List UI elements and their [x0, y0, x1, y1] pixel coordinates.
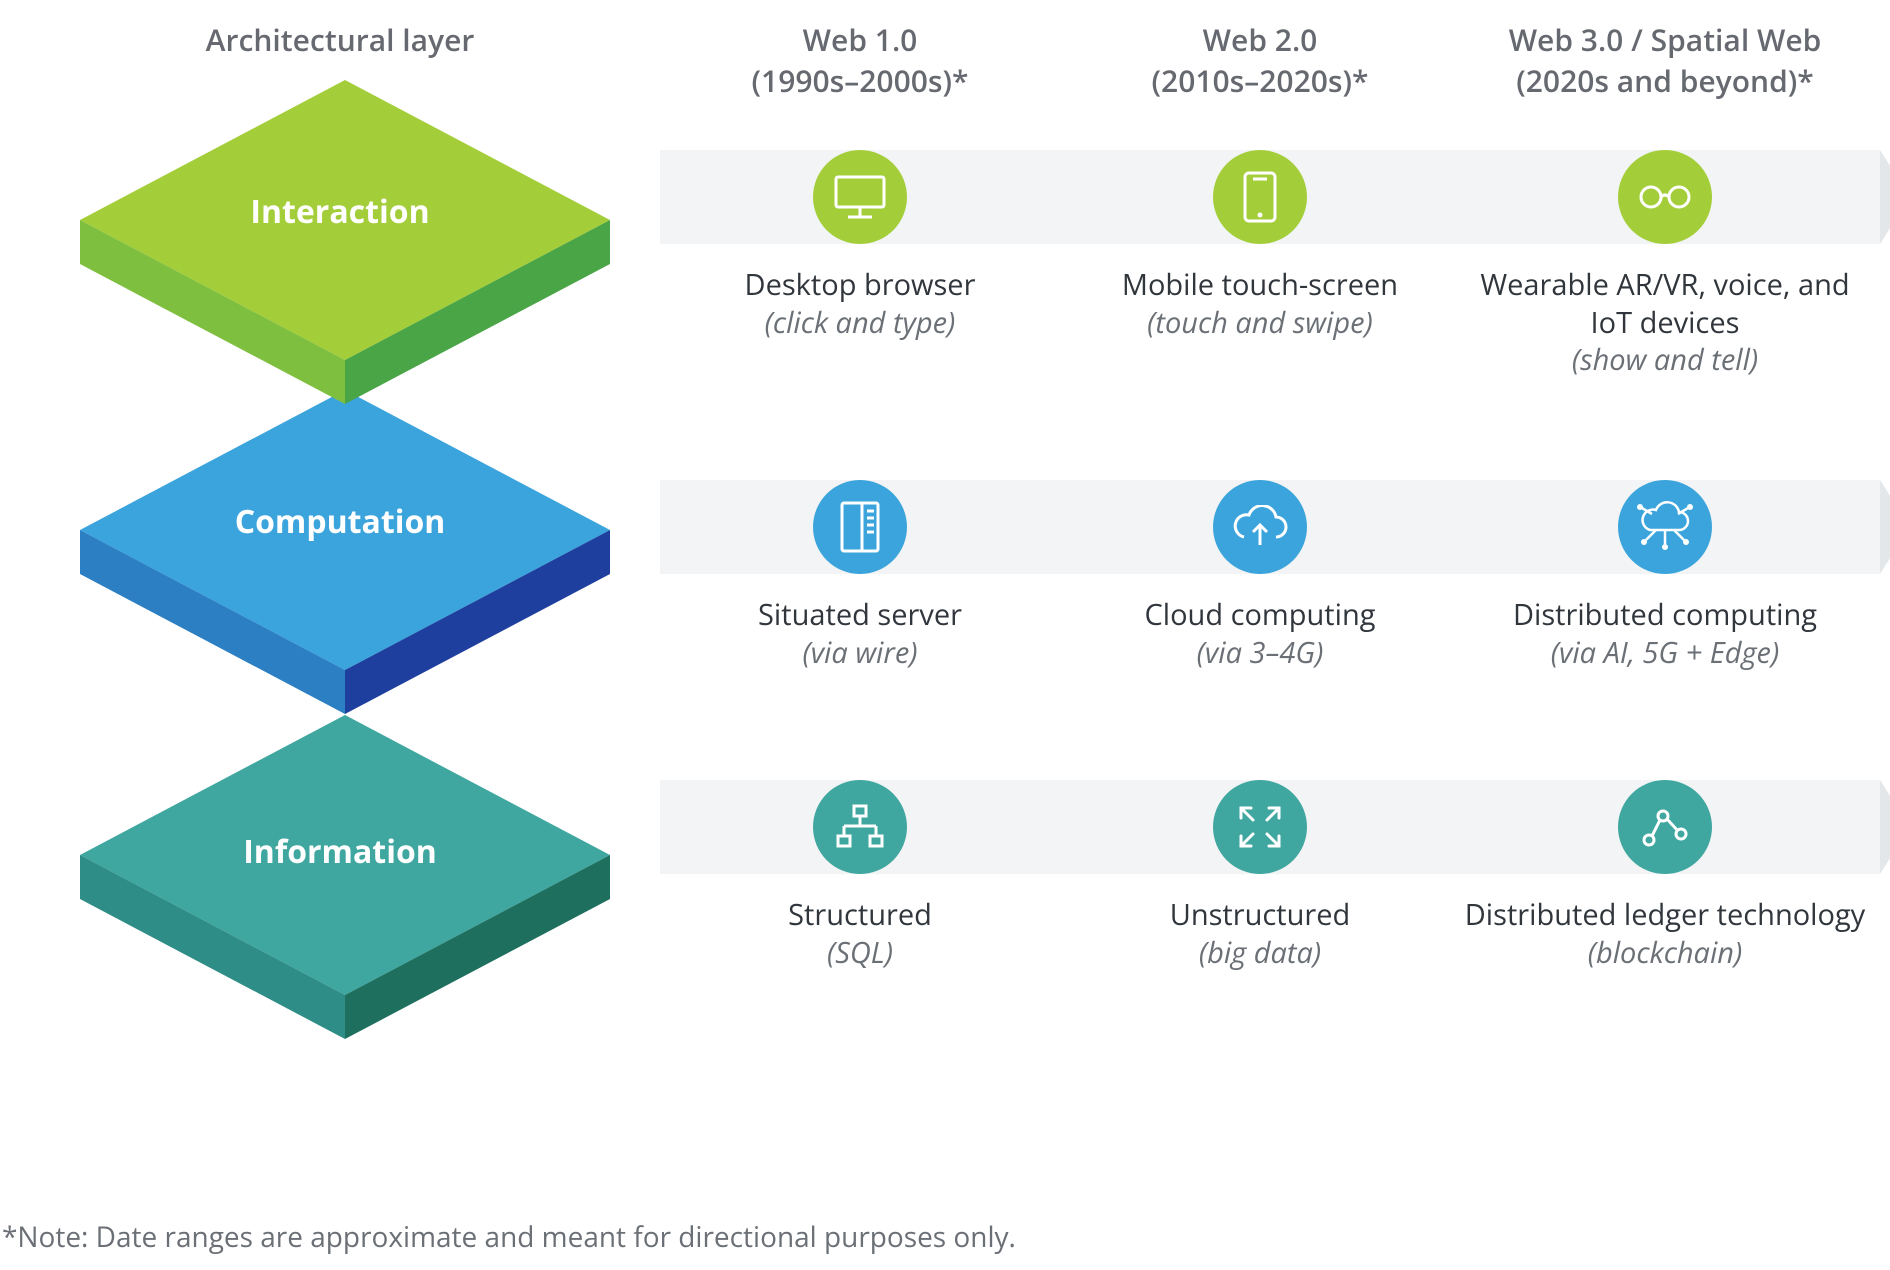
header-col3-line1: Web 3.0 / Spatial Web	[1509, 19, 1822, 60]
network-icon	[1618, 780, 1712, 874]
diamond-interaction	[80, 80, 610, 460]
row-band-1-arrow	[1880, 150, 1890, 244]
cell-sub: (show and tell)	[1460, 341, 1870, 379]
cell-information-web3: Distributed ledger technology (blockchai…	[1460, 760, 1870, 1110]
infographic-page: Architectural layer Web 1.0 (1990s–2000s…	[0, 0, 1890, 1270]
cell-sub: (via AI, 5G + Edge)	[1460, 634, 1870, 672]
layer-computation-label: Computation	[110, 500, 570, 543]
footnote: *Note: Date ranges are approximate and m…	[2, 1218, 1016, 1256]
header-col1-line1: Web 1.0	[803, 19, 918, 60]
glasses-icon	[1618, 150, 1712, 244]
cell-sub: (big data)	[1060, 934, 1460, 972]
cell-title: Wearable AR/VR, voice, and IoT devices	[1460, 266, 1870, 341]
layer-information: Information	[20, 760, 660, 1110]
cell-information-web2: Unstructured (big data)	[1060, 760, 1460, 1110]
cell-sub: (click and type)	[660, 304, 1060, 342]
cell-title: Structured	[660, 896, 1060, 934]
cell-interaction-web1: Desktop browser (click and type)	[660, 130, 1060, 460]
cell-sub: (via 3–4G)	[1060, 634, 1460, 672]
cloud-distributed-icon	[1618, 480, 1712, 574]
header-col0-text: Architectural layer	[206, 19, 475, 60]
cell-title: Cloud computing	[1060, 596, 1460, 634]
header-web1: Web 1.0 (1990s–2000s)*	[660, 20, 1060, 130]
cell-computation-web2: Cloud computing (via 3–4G)	[1060, 460, 1460, 760]
cell-title: Distributed ledger technology	[1460, 896, 1870, 934]
cell-title: Situated server	[660, 596, 1060, 634]
header-web2: Web 2.0 (2010s–2020s)*	[1060, 20, 1460, 130]
cloud-upload-icon	[1213, 480, 1307, 574]
cell-interaction-web3: Wearable AR/VR, voice, and IoT devices (…	[1460, 130, 1870, 460]
diamond-information	[80, 715, 610, 1095]
header-col1-line2: (1990s–2000s)*	[752, 60, 969, 101]
layer-interaction-label: Interaction	[110, 190, 570, 233]
monitor-icon	[813, 150, 907, 244]
row-band-3-arrow	[1880, 780, 1890, 874]
layer-interaction: Interaction	[20, 130, 660, 460]
hierarchy-icon	[813, 780, 907, 874]
header-col2-line2: (2010s–2020s)*	[1152, 60, 1369, 101]
header-web3: Web 3.0 / Spatial Web (2020s and beyond)…	[1460, 20, 1870, 130]
cell-information-web1: Structured (SQL)	[660, 760, 1060, 1110]
cell-computation-web1: Situated server (via wire)	[660, 460, 1060, 760]
content-grid: Architectural layer Web 1.0 (1990s–2000s…	[20, 20, 1870, 1110]
cell-sub: (SQL)	[660, 934, 1060, 972]
cell-sub: (via wire)	[660, 634, 1060, 672]
phone-icon	[1213, 150, 1307, 244]
cell-sub: (touch and swipe)	[1060, 304, 1460, 342]
cell-title: Distributed computing	[1460, 596, 1870, 634]
cell-title: Mobile touch-screen	[1060, 266, 1460, 304]
layer-information-label: Information	[110, 830, 570, 873]
cell-computation-web3: Distributed computing (via AI, 5G + Edge…	[1460, 460, 1870, 760]
server-icon	[813, 480, 907, 574]
header-col2-line1: Web 2.0	[1203, 19, 1318, 60]
cell-sub: (blockchain)	[1460, 934, 1870, 972]
cell-title: Desktop browser	[660, 266, 1060, 304]
header-col3-line2: (2020s and beyond)*	[1516, 60, 1813, 101]
expand-icon	[1213, 780, 1307, 874]
layer-computation: Computation	[20, 460, 660, 760]
cell-interaction-web2: Mobile touch-screen (touch and swipe)	[1060, 130, 1460, 460]
row-band-2-arrow	[1880, 480, 1890, 574]
cell-title: Unstructured	[1060, 896, 1460, 934]
